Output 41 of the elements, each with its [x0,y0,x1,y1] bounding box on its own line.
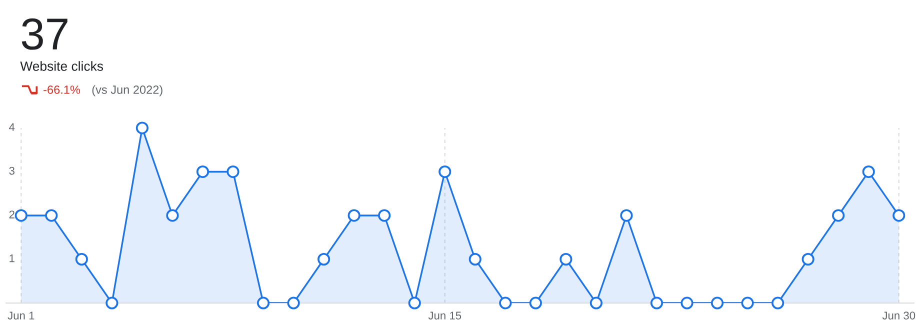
point [136,122,148,134]
point [680,296,694,310]
y-tick-label: 4 [9,123,15,131]
point [256,296,270,310]
point [772,296,784,310]
x-tick-label: Jun 1 [8,312,34,320]
point [226,165,240,178]
point [620,209,633,222]
point [106,296,118,310]
x-tick-label: Jun 15 [428,312,462,320]
point [348,209,360,222]
point [741,296,754,310]
point [318,252,330,266]
point [710,296,724,310]
point [378,209,391,222]
point [650,296,664,310]
point [196,165,210,178]
chart-subtitle: Website clicks [20,61,104,71]
point [438,165,452,178]
point [560,252,572,266]
point [75,252,88,266]
point [166,209,179,222]
point [287,296,300,310]
point [892,209,906,222]
point [590,296,602,310]
text: -66.1% [44,86,80,94]
point [529,296,542,310]
point [14,209,28,222]
point [862,165,875,178]
chart-title: 37 [22,18,68,50]
point [499,296,512,310]
point [832,209,845,222]
x-tick-label: Jun 30 [882,312,916,320]
y-tick-label: 3 [9,166,14,175]
point [802,252,814,266]
text: (vs Jun 2022) [92,85,162,96]
point [468,252,482,266]
y-tick-label: 1 [10,254,14,262]
y-tick-label: 2 [9,210,14,218]
point [408,296,421,310]
point [45,209,58,222]
